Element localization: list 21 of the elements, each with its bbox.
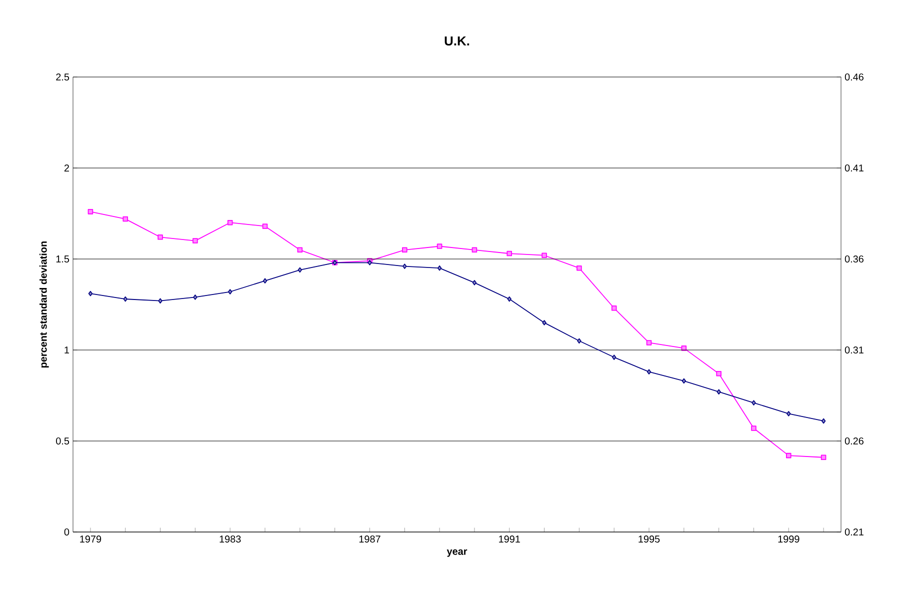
y2-tick-label: 0.36 <box>844 255 864 263</box>
y-tick-label: 2 <box>64 164 69 172</box>
x-tick-label: 1991 <box>499 536 520 543</box>
y2-tick-label: 0.31 <box>844 346 864 354</box>
y-tick-label: 1.5 <box>56 256 70 262</box>
x-tick-label: 1995 <box>638 536 660 543</box>
x-tick-label: 1979 <box>80 536 102 543</box>
x-tick-label: 1999 <box>778 536 800 543</box>
y2-tick-label: 0.41 <box>844 164 864 172</box>
y2-tick-label: 0.26 <box>844 437 864 445</box>
y-tick-label: 0.5 <box>56 437 70 445</box>
y-tick-label: 1 <box>64 346 69 354</box>
chart-title: U.K. <box>444 36 470 46</box>
y2-tick-label: 0.46 <box>844 73 864 81</box>
y-tick-label: 0 <box>64 528 70 536</box>
x-tick-label: 1983 <box>220 536 241 543</box>
x-axis-title: year <box>446 549 468 557</box>
y-axis-title: percent standard deviation <box>40 241 49 368</box>
y-tick-label: 2.5 <box>56 73 70 81</box>
x-tick-label: 1987 <box>359 536 380 543</box>
y2-tick-label: 0.21 <box>844 528 864 536</box>
